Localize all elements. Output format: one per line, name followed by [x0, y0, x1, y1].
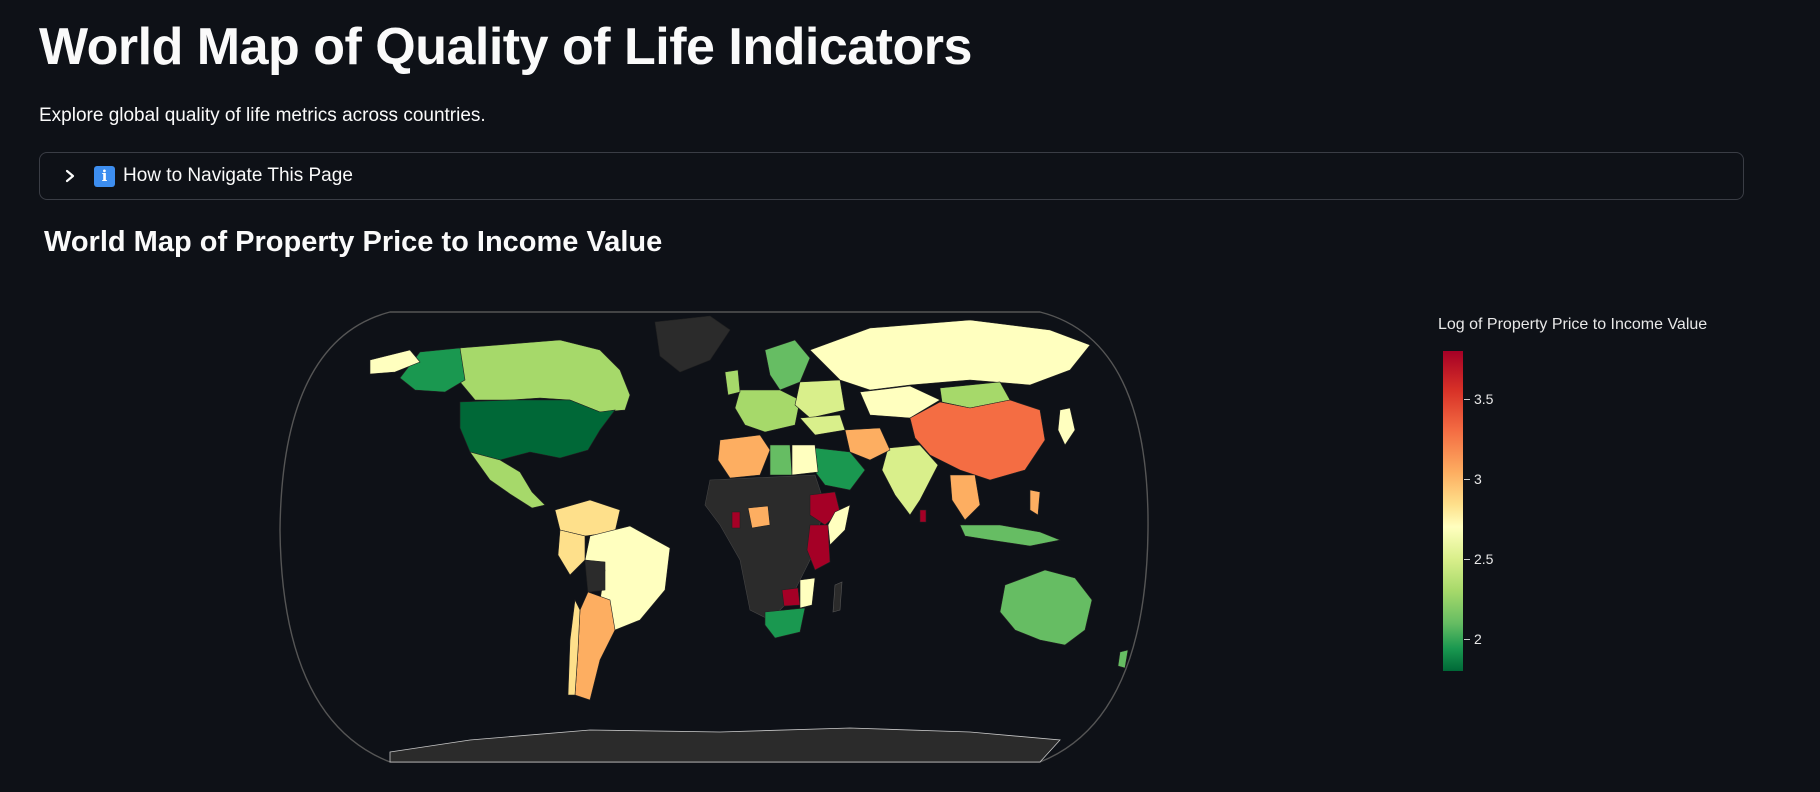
country-ghana[interactable] — [731, 511, 741, 529]
country-kenya-tanzania[interactable] — [806, 524, 831, 571]
colorbar-tick — [1464, 399, 1470, 400]
country-bolivia[interactable] — [584, 559, 606, 593]
colorbar-tick — [1464, 479, 1470, 480]
colorbar-title: Log of Property Price to Income Value — [1438, 316, 1708, 333]
chevron-right-icon[interactable] — [60, 166, 80, 186]
country-yukon-strip[interactable] — [369, 349, 421, 375]
country-uk[interactable] — [724, 369, 741, 396]
colorbar-tick — [1464, 559, 1470, 560]
country-nigeria[interactable] — [747, 505, 771, 529]
country-mexico[interactable] — [469, 451, 546, 509]
country-iran[interactable] — [844, 427, 891, 461]
colorbar-tick — [1464, 639, 1470, 640]
country-russia[interactable] — [809, 319, 1091, 391]
how-to-navigate-expander[interactable]: i How to Navigate This Page — [39, 152, 1744, 200]
country-indonesia[interactable] — [959, 524, 1062, 547]
country-eastern-europe[interactable] — [794, 379, 846, 419]
map-svg[interactable] — [270, 300, 1160, 772]
antarctica — [389, 727, 1061, 763]
country-greenland[interactable] — [654, 315, 731, 373]
country-western-europe[interactable] — [734, 389, 801, 433]
section-title: World Map of Property Price to Income Va… — [44, 226, 663, 258]
country-south-africa[interactable] — [764, 607, 806, 639]
country-china[interactable] — [909, 399, 1046, 481]
country-turkey[interactable] — [799, 414, 846, 436]
colorbar-tick-label: 2 — [1474, 631, 1482, 647]
colorbar-tick-label: 2.5 — [1474, 551, 1494, 567]
country-india[interactable] — [881, 444, 939, 516]
country-somalia[interactable] — [827, 504, 851, 546]
country-philippines[interactable] — [1029, 489, 1041, 516]
country-north-africa[interactable] — [717, 434, 771, 479]
country-japan[interactable] — [1057, 407, 1076, 446]
country-madagascar[interactable] — [832, 581, 843, 613]
country-australia[interactable] — [999, 569, 1093, 646]
country-kazakhstan[interactable] — [859, 385, 941, 419]
page-subtitle: Explore global quality of life metrics a… — [39, 105, 486, 126]
country-thailand-vietnam[interactable] — [949, 474, 981, 521]
country-sri-lanka[interactable] — [919, 509, 927, 523]
colorbar-tick-label: 3.5 — [1474, 391, 1494, 407]
country-zimbabwe[interactable] — [781, 587, 801, 607]
colorbar — [1443, 351, 1463, 671]
country-libya[interactable] — [769, 444, 793, 476]
country-new-zealand[interactable] — [1117, 649, 1129, 669]
country-peru[interactable] — [557, 529, 586, 576]
country-egypt[interactable] — [791, 444, 819, 476]
country-mozambique[interactable] — [799, 577, 816, 609]
page-title: World Map of Quality of Life Indicators — [39, 18, 972, 76]
info-icon: i — [94, 165, 115, 187]
expander-label[interactable]: How to Navigate This Page — [123, 165, 353, 186]
country-chile[interactable] — [567, 598, 581, 696]
world-choropleth-map[interactable] — [270, 300, 1160, 772]
colorbar-tick-label: 3 — [1474, 471, 1482, 487]
